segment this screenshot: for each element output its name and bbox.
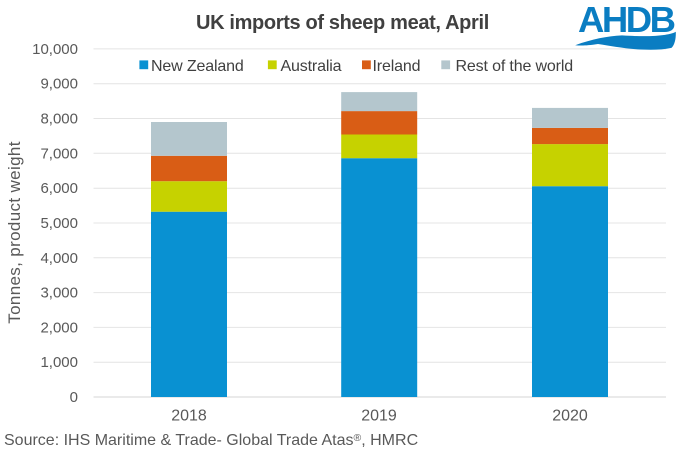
svg-text:Ireland: Ireland (373, 58, 421, 75)
svg-text:2,000: 2,000 (40, 319, 78, 336)
svg-text:2019: 2019 (361, 408, 397, 425)
svg-text:3,000: 3,000 (40, 285, 78, 302)
svg-text:4,000: 4,000 (40, 250, 78, 267)
svg-text:5,000: 5,000 (40, 215, 78, 232)
svg-text:New Zealand: New Zealand (151, 58, 244, 75)
svg-text:8,000: 8,000 (40, 111, 78, 128)
svg-text:1,000: 1,000 (40, 354, 78, 371)
svg-text:9,000: 9,000 (40, 76, 78, 93)
svg-text:Australia: Australia (281, 58, 342, 75)
svg-text:Tonnes, product weight: Tonnes, product weight (5, 141, 24, 324)
svg-text:Source: IHS Maritime & Trade-: Source: IHS Maritime & Trade- Global Tra… (4, 432, 418, 449)
svg-text:UK imports of sheep meat, Apri: UK imports of sheep meat, April (196, 12, 489, 34)
svg-text:0: 0 (70, 389, 78, 406)
svg-text:AHDB: AHDB (578, 0, 675, 40)
svg-text:6,000: 6,000 (40, 180, 78, 197)
svg-text:7,000: 7,000 (40, 145, 78, 162)
svg-text:Rest of the world: Rest of the world (456, 58, 574, 75)
svg-text:2018: 2018 (171, 408, 207, 425)
svg-text:2020: 2020 (552, 408, 588, 425)
svg-text:10,000: 10,000 (32, 41, 78, 58)
